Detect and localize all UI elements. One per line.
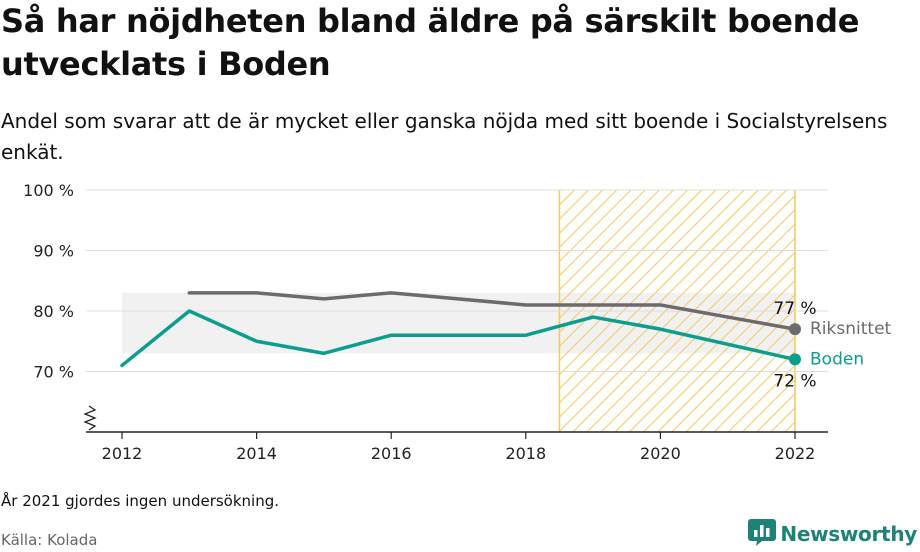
chart-title: Så har nöjdheten bland äldre på särskilt… <box>1 2 860 83</box>
x-tick-label: 2016 <box>371 444 412 463</box>
labels-layer: 77 % 72 % Riksnittet Boden <box>773 299 891 391</box>
boden-series-label: Boden <box>810 349 864 369</box>
y-tick-label: 90 % <box>33 242 74 261</box>
brand-logo: Newsworthy <box>748 518 917 550</box>
grid-layer <box>86 189 828 372</box>
series-line-boden <box>120 309 797 368</box>
x-tick-label: 2014 <box>236 444 277 463</box>
series-line-riksnittet <box>187 291 797 331</box>
end-marker-riksnittet <box>789 323 801 336</box>
boden-end-value: 72 % <box>773 371 816 391</box>
line-chart: 70 % 80 % 90 % 100 % 2012 2014 2016 2018 2020 202… <box>23 181 891 463</box>
axes-layer: 70 % 80 % 90 % 100 % 2012 2014 2016 2018 2020 202… <box>23 181 828 463</box>
x-tick-label: 2012 <box>102 444 143 463</box>
riks-end-value: 77 % <box>773 299 816 319</box>
riks-series-label: Riksnittet <box>810 319 892 339</box>
brand-name: Newsworthy <box>780 522 917 546</box>
x-tick-label: 2018 <box>505 444 546 463</box>
axis-break-icon <box>83 405 97 431</box>
y-tick-label: 80 % <box>33 302 74 321</box>
end-marker-boden <box>789 353 801 366</box>
x-tick-label: 2020 <box>640 444 681 463</box>
chart-subtitle: Andel som svarar att de är mycket eller … <box>1 109 888 164</box>
y-tick-label: 70 % <box>33 363 74 382</box>
newsworthy-logo-icon <box>748 517 777 551</box>
series-layer <box>120 291 801 368</box>
y-tick-label: 100 % <box>23 181 74 200</box>
chart-footnote: År 2021 gjordes ingen undersökning. <box>1 492 280 510</box>
x-tick-label: 2022 <box>775 444 816 463</box>
source-note: Källa: Kolada <box>1 531 98 549</box>
